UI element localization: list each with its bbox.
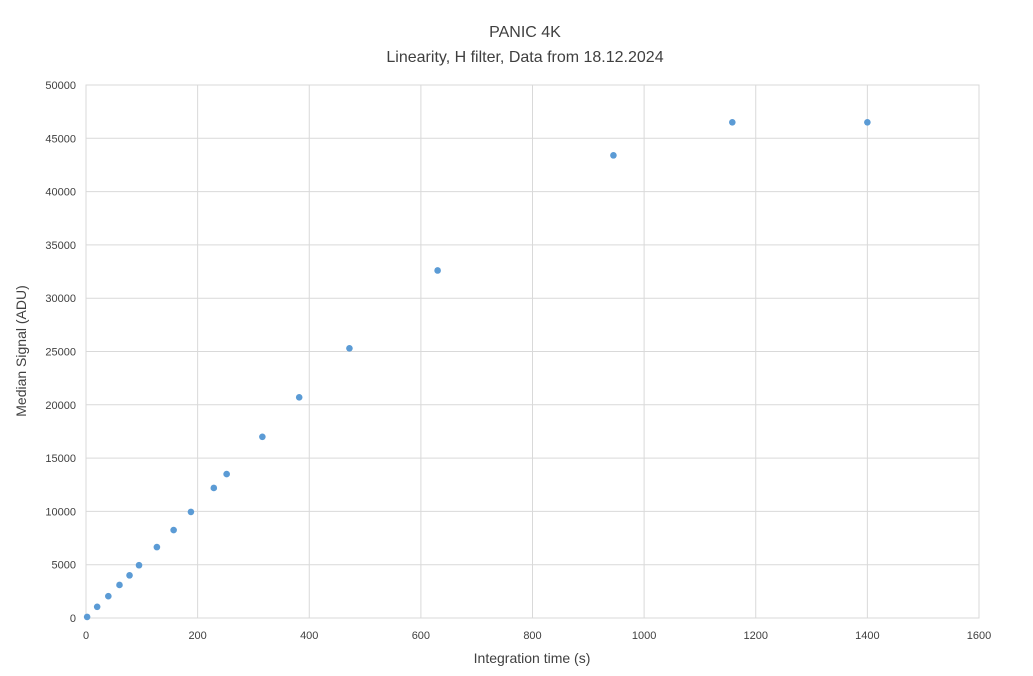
x-tick-label: 0 (83, 630, 89, 642)
x-tick-label: 800 (523, 630, 541, 642)
data-point (259, 433, 266, 441)
x-tick-label: 1200 (744, 630, 768, 642)
y-tick-label: 40000 (45, 187, 76, 199)
data-point (135, 561, 143, 569)
x-axis-label: Integration time (s) (474, 650, 591, 666)
y-tick-label: 20000 (45, 400, 76, 412)
y-tick-label: 15000 (45, 453, 76, 465)
y-axis-label: Median Signal (ADU) (13, 285, 29, 417)
x-tick-label: 200 (188, 630, 206, 642)
data-point (126, 572, 133, 579)
plot-area-border (85, 84, 980, 619)
data-point (210, 484, 218, 492)
x-axis-ticks: 0 200 400 600 800 1000 1200 1400 1600 (83, 630, 991, 642)
y-tick-label: 30000 (45, 293, 76, 305)
data-point (83, 613, 91, 621)
gridlines (85, 84, 980, 619)
y-tick-label: 0 (70, 613, 76, 625)
y-tick-label: 25000 (45, 347, 76, 359)
x-tick-label: 600 (412, 630, 430, 642)
data-point (346, 345, 353, 352)
chart-title: PANIC 4K (489, 24, 561, 41)
chart-subtitle: Linearity, H filter, Data from 18.12.202… (386, 49, 663, 66)
data-point (153, 543, 161, 551)
data-point (864, 119, 871, 126)
data-point (187, 508, 195, 516)
y-tick-label: 45000 (45, 133, 76, 145)
y-tick-label: 5000 (52, 560, 76, 572)
x-tick-label: 1600 (967, 630, 991, 642)
data-point (223, 470, 230, 478)
x-tick-label: 1400 (855, 630, 879, 642)
y-tick-label: 50000 (45, 80, 76, 92)
data-point (93, 603, 101, 611)
y-axis-ticks: 0 5000 10000 15000 20000 25000 30000 35000 40000… (45, 80, 76, 625)
data-point (729, 119, 736, 126)
x-tick-label: 1000 (632, 630, 656, 642)
data-point (434, 267, 441, 274)
y-tick-label: 35000 (45, 240, 76, 252)
y-tick-label: 10000 (45, 506, 76, 518)
x-tick-label: 400 (300, 630, 318, 642)
data-point (610, 152, 617, 159)
data-point (116, 581, 123, 589)
data-point (105, 592, 112, 600)
data-points (83, 119, 871, 621)
data-point (170, 526, 177, 534)
data-point (295, 394, 303, 401)
